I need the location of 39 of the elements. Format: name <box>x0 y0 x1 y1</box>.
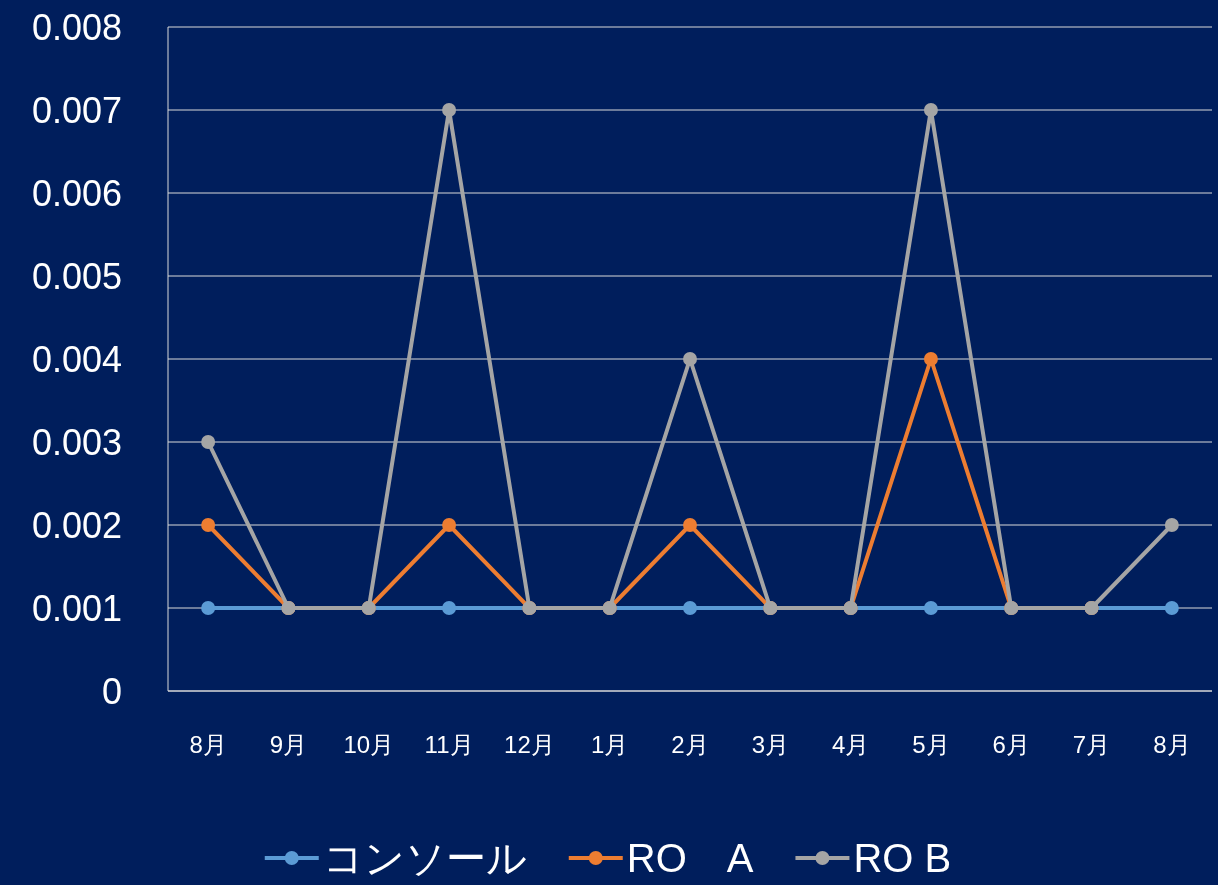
y-tick-label: 0.003 <box>31 421 122 463</box>
x-tick-label: 11月 <box>424 730 474 758</box>
x-tick-label: 2月 <box>671 730 709 758</box>
point <box>923 352 938 366</box>
x-tick-label: 5月 <box>912 730 950 758</box>
x-tick-label: 6月 <box>992 730 1030 758</box>
point <box>1164 601 1179 615</box>
point <box>442 601 457 615</box>
y-tick-label: 0 <box>101 670 122 712</box>
x-tick-label: 1月 <box>591 730 629 758</box>
x-tick-label: 9月 <box>269 730 308 758</box>
point <box>683 352 697 366</box>
legend-label: RO A <box>626 836 754 880</box>
point <box>442 518 457 532</box>
y-tick-label: 0.006 <box>31 172 122 214</box>
point <box>923 601 938 615</box>
point <box>201 435 216 449</box>
y-tick-label: 0.001 <box>31 587 122 629</box>
point <box>442 103 457 117</box>
x-tick-label: 7月 <box>1072 730 1111 758</box>
legend-label: コンソール <box>322 836 527 880</box>
x-tick-label: 12月 <box>504 730 555 758</box>
y-tick-label: 0.004 <box>31 338 122 380</box>
point <box>923 103 938 117</box>
point <box>683 518 697 532</box>
y-tick-label: 0.005 <box>31 255 122 297</box>
x-tick-label: 3月 <box>751 730 789 758</box>
point <box>683 601 697 615</box>
y-tick-label: 0.007 <box>31 89 122 131</box>
y-tick-label: 0.008 <box>31 6 122 48</box>
x-tick-label: 8月 <box>189 730 227 758</box>
x-tick-label: 10月 <box>343 730 395 758</box>
y-tick-label: 0.002 <box>31 504 122 546</box>
x-tick-label: 4月 <box>831 730 870 758</box>
point <box>201 601 216 615</box>
point <box>1164 518 1179 532</box>
legend-label: RO B <box>853 836 952 880</box>
point <box>201 518 216 532</box>
x-tick-label: 8月 <box>1153 730 1191 758</box>
